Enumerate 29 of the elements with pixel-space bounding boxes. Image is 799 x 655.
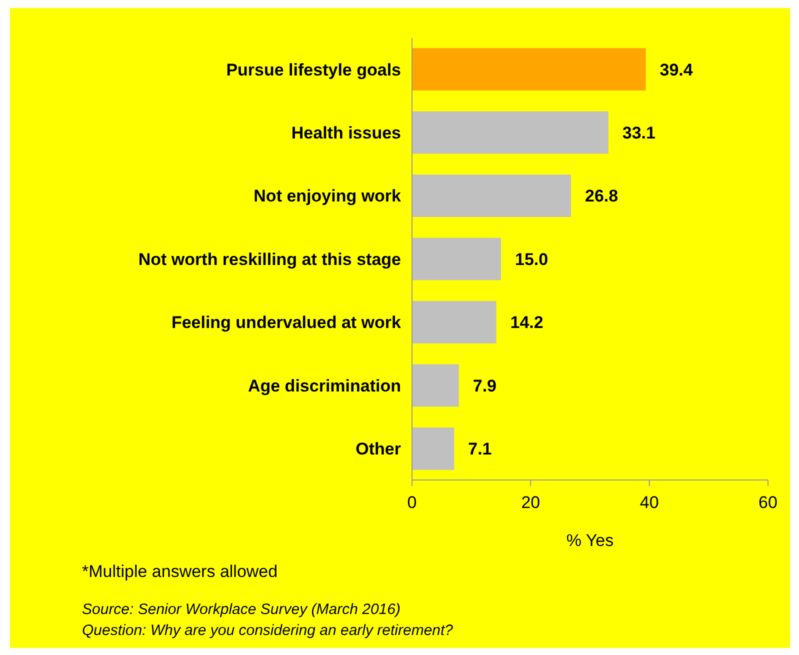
data-label: 15.0 bbox=[515, 250, 548, 269]
data-label: 33.1 bbox=[622, 123, 656, 142]
y-tick-label: Feeling undervalued at work bbox=[171, 313, 402, 332]
y-tick-label: Health issues bbox=[291, 123, 401, 142]
data-label: 7.1 bbox=[468, 440, 492, 459]
text: Question: Why are you considering an early retirement? bbox=[82, 622, 454, 639]
bar bbox=[412, 301, 496, 344]
x-tick-label: 20 bbox=[521, 493, 540, 512]
y-tick-label: Not worth reskilling at this stage bbox=[138, 250, 401, 269]
data-label: 7.9 bbox=[472, 376, 497, 396]
x-tick-label: 0 bbox=[407, 493, 417, 512]
bar bbox=[412, 428, 454, 470]
text: *Multiple answers allowed bbox=[82, 562, 278, 581]
bar bbox=[412, 364, 459, 407]
y-tick-label: Age discrimination bbox=[248, 376, 401, 396]
bar bbox=[412, 174, 572, 217]
x-tick-label: 40 bbox=[640, 493, 659, 512]
y-tick-label: Pursue lifestyle goals bbox=[226, 60, 401, 80]
bar bbox=[412, 48, 646, 90]
data-label: 26.8 bbox=[585, 186, 618, 206]
source-note: Source: Senior Workplace Survey (March 2016) bbox=[82, 601, 400, 618]
y-tick-label: Other bbox=[356, 440, 402, 459]
bar bbox=[412, 238, 501, 280]
bar bbox=[412, 111, 608, 154]
data-label: 14.2 bbox=[510, 313, 544, 332]
data-label: 39.4 bbox=[660, 60, 694, 80]
x-axis-title: % Yes bbox=[566, 531, 614, 550]
y-tick-label: Not enjoying work bbox=[254, 186, 402, 206]
x-tick-label: 60 bbox=[758, 493, 778, 512]
